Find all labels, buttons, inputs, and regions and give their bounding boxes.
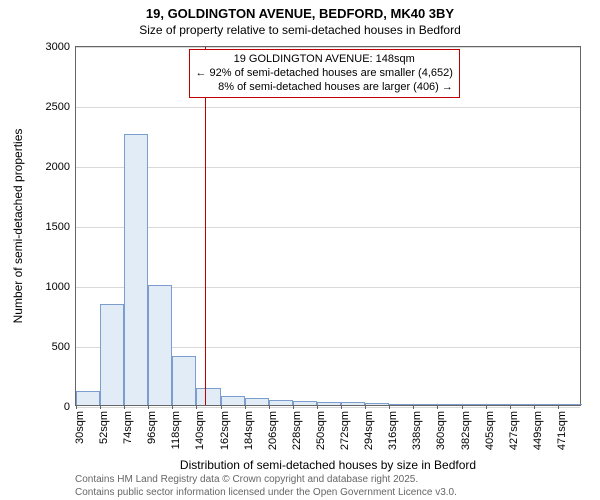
gridline xyxy=(76,107,580,108)
x-axis-label: Distribution of semi-detached houses by … xyxy=(180,458,476,472)
gridline xyxy=(76,47,580,48)
histogram-bar xyxy=(221,396,245,405)
histogram-bar xyxy=(293,401,317,405)
xtick-label: 52sqm xyxy=(98,411,110,444)
histogram-bar xyxy=(558,404,582,405)
xtick-label: 228sqm xyxy=(291,411,303,450)
xtick xyxy=(76,405,77,409)
xtick xyxy=(317,405,318,409)
histogram-bar xyxy=(245,398,269,405)
xtick-label: 449sqm xyxy=(532,411,544,450)
xtick xyxy=(510,405,511,409)
xtick-label: 140sqm xyxy=(194,411,206,450)
histogram-bar xyxy=(437,404,461,405)
chart-title-2: Size of property relative to semi-detach… xyxy=(0,23,600,37)
xtick-label: 118sqm xyxy=(170,411,182,449)
plot-area: 05001000150020002500300030sqm52sqm74sqm9… xyxy=(75,46,581,406)
ytick-label: 2000 xyxy=(46,161,76,173)
footer-credits: Contains HM Land Registry data © Crown c… xyxy=(75,474,457,499)
xtick xyxy=(245,405,246,409)
footer-line-2: Contains public sector information licen… xyxy=(75,487,457,500)
xtick xyxy=(269,405,270,409)
gridline xyxy=(76,227,580,228)
histogram-bar xyxy=(486,404,510,405)
xtick xyxy=(486,405,487,409)
ytick-label: 1500 xyxy=(46,221,76,233)
xtick-label: 382sqm xyxy=(460,411,472,450)
gridline xyxy=(76,167,580,168)
histogram-bar xyxy=(196,388,220,405)
histogram-bar xyxy=(341,402,365,405)
histogram-bar xyxy=(462,404,486,405)
xtick-label: 471sqm xyxy=(556,411,568,450)
xtick-label: 184sqm xyxy=(243,411,255,450)
xtick xyxy=(100,405,101,409)
chart-title-1: 19, GOLDINGTON AVENUE, BEDFORD, MK40 3BY xyxy=(0,6,600,22)
xtick-label: 30sqm xyxy=(74,411,86,444)
xtick xyxy=(341,405,342,409)
xtick xyxy=(293,405,294,409)
ytick-label: 3000 xyxy=(46,41,76,53)
xtick xyxy=(437,405,438,409)
histogram-bar xyxy=(124,134,148,405)
xtick xyxy=(558,405,559,409)
histogram-bar xyxy=(534,404,558,405)
y-axis-label: Number of semi-detached properties xyxy=(11,129,25,324)
xtick-label: 250sqm xyxy=(315,411,327,450)
footer-line-1: Contains HM Land Registry data © Crown c… xyxy=(75,474,457,487)
histogram-bar xyxy=(100,304,124,405)
annotation-line-3: 8% of semi-detached houses are larger (4… xyxy=(196,81,453,95)
histogram-bar xyxy=(76,391,100,405)
xtick-label: 206sqm xyxy=(267,411,279,450)
xtick-label: 405sqm xyxy=(484,411,496,450)
xtick xyxy=(196,405,197,409)
xtick-label: 360sqm xyxy=(435,411,447,450)
property-annotation: 19 GOLDINGTON AVENUE: 148sqm← 92% of sem… xyxy=(189,49,460,98)
ytick-label: 500 xyxy=(52,341,76,353)
annotation-line-2: ← 92% of semi-detached houses are smalle… xyxy=(196,67,453,81)
histogram-bar xyxy=(365,403,389,405)
xtick-label: 427sqm xyxy=(508,411,520,450)
histogram-bar xyxy=(172,356,196,405)
histogram-bar xyxy=(269,400,293,405)
xtick xyxy=(462,405,463,409)
xtick-label: 96sqm xyxy=(146,411,158,444)
annotation-line-1: 19 GOLDINGTON AVENUE: 148sqm xyxy=(196,53,453,67)
xtick-label: 316sqm xyxy=(387,411,399,450)
xtick-label: 272sqm xyxy=(339,411,351,450)
xtick xyxy=(172,405,173,409)
histogram-bar xyxy=(148,285,172,405)
xtick-label: 74sqm xyxy=(122,411,134,444)
xtick xyxy=(221,405,222,409)
xtick xyxy=(124,405,125,409)
xtick xyxy=(413,405,414,409)
histogram-bar xyxy=(413,404,437,405)
gridline xyxy=(76,407,580,408)
ytick-label: 1000 xyxy=(46,281,76,293)
histogram-bar xyxy=(317,402,341,405)
xtick xyxy=(365,405,366,409)
histogram-bar xyxy=(510,404,534,405)
histogram-bar xyxy=(389,404,413,405)
property-marker-line xyxy=(205,47,206,405)
xtick xyxy=(534,405,535,409)
xtick xyxy=(148,405,149,409)
xtick-label: 338sqm xyxy=(411,411,423,450)
ytick-label: 2500 xyxy=(46,101,76,113)
xtick-label: 294sqm xyxy=(363,411,375,450)
xtick-label: 162sqm xyxy=(219,411,231,450)
xtick xyxy=(389,405,390,409)
